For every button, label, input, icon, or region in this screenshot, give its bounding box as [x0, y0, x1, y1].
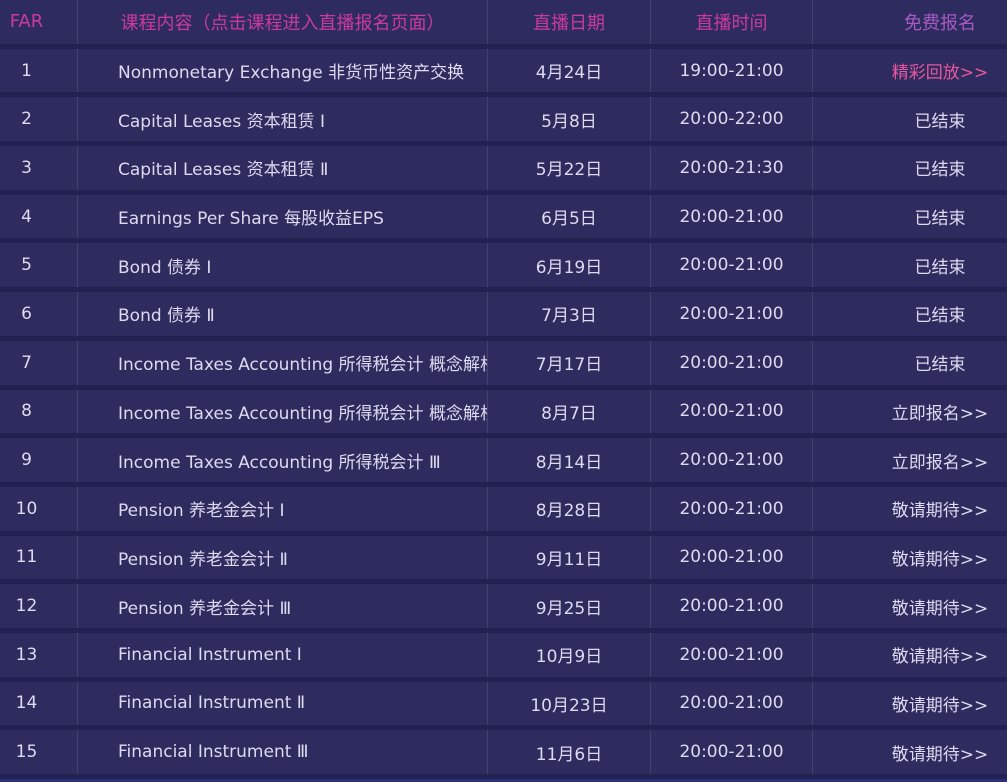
- course-link[interactable]: Financial Instrument Ⅰ: [78, 632, 488, 677]
- live-time: 20:00-21:00: [651, 486, 813, 531]
- row-number: 9: [0, 438, 78, 482]
- course-link[interactable]: Pension 养老金会计 Ⅲ: [78, 584, 488, 628]
- live-time: 20:00-21:30: [651, 146, 813, 190]
- course-link[interactable]: Pension 养老金会计 Ⅰ: [78, 486, 488, 531]
- table-row: 13 Financial Instrument Ⅰ 10月9日 20:00-21:00…: [0, 632, 1007, 682]
- status-upcoming: 敬请期待>>: [891, 695, 989, 716]
- course-link[interactable]: Earnings Per Share 每股收益EPS: [78, 194, 488, 239]
- row-number: 1: [0, 48, 78, 93]
- course-link[interactable]: Pension 养老金会计 Ⅱ: [78, 535, 488, 580]
- column-header-live-time: 直播时间: [651, 0, 813, 44]
- live-time: 20:00-21:00: [651, 243, 813, 288]
- live-date: 6月19日: [488, 243, 651, 288]
- live-date: 8月14日: [488, 438, 651, 482]
- course-link[interactable]: Income Taxes Accounting 所得税会计 Ⅲ: [78, 438, 488, 482]
- live-time: 20:00-21:00: [651, 340, 813, 385]
- course-link[interactable]: Nonmonetary Exchange 非货币性资产交换: [78, 48, 488, 93]
- live-time: 20:00-21:00: [651, 584, 813, 628]
- row-number: 15: [0, 730, 78, 774]
- live-time: 20:00-21:00: [651, 681, 813, 726]
- row-number: 12: [0, 584, 78, 628]
- live-date: 7月17日: [488, 340, 651, 385]
- register-link[interactable]: 立即报名>>: [891, 403, 989, 424]
- course-link[interactable]: Financial Instrument Ⅲ: [78, 730, 488, 774]
- live-date: 8月28日: [488, 486, 651, 531]
- row-number: 7: [0, 340, 78, 385]
- live-time: 20:00-21:00: [651, 292, 813, 336]
- row-number: 14: [0, 681, 78, 726]
- course-link[interactable]: Capital Leases 资本租赁 Ⅱ: [78, 146, 488, 190]
- column-header-live-date: 直播日期: [488, 0, 651, 44]
- live-date: 10月9日: [488, 632, 651, 677]
- column-header-far: FAR: [0, 0, 78, 44]
- status-ended: 已结束: [914, 306, 966, 327]
- course-link[interactable]: Bond 债券 Ⅱ: [78, 292, 488, 336]
- status-ended: 已结束: [914, 209, 966, 230]
- table-row: 8 Income Taxes Accounting 所得税会计 概念解析 Ⅱ 8月7…: [0, 389, 1007, 439]
- table-row: 3 Capital Leases 资本租赁 Ⅱ 5月22日 20:00-21:30 已结…: [0, 146, 1007, 195]
- table-row: 12 Pension 养老金会计 Ⅲ 9月25日 20:00-21:00 敬请期待>>: [0, 584, 1007, 633]
- table-row: 7 Income Taxes Accounting 所得税会计 概念解析 Ⅰ 7月1…: [0, 340, 1007, 390]
- live-date: 6月5日: [488, 194, 651, 239]
- table-row: 11 Pension 养老金会计 Ⅱ 9月11日 20:00-21:00 敬请期待>>: [0, 535, 1007, 585]
- row-number: 4: [0, 194, 78, 239]
- live-time: 20:00-21:00: [651, 194, 813, 239]
- live-time: 20:00-21:00: [651, 438, 813, 482]
- status-ended: 已结束: [914, 257, 966, 278]
- table-row: 10 Pension 养老金会计 Ⅰ 8月28日 20:00-21:00 敬请期待>>: [0, 486, 1007, 536]
- live-date: 5月22日: [488, 146, 651, 190]
- live-time: 19:00-21:00: [651, 48, 813, 93]
- live-date: 9月11日: [488, 535, 651, 580]
- column-header-course: 课程内容（点击课程进入直播报名页面）: [78, 0, 488, 44]
- table-row: 14 Financial Instrument Ⅱ 10月23日 20:00-21:0…: [0, 681, 1007, 731]
- live-date: 11月6日: [488, 730, 651, 774]
- course-link[interactable]: Income Taxes Accounting 所得税会计 概念解析 Ⅱ: [78, 389, 488, 434]
- course-link[interactable]: Capital Leases 资本租赁 Ⅰ: [78, 97, 488, 142]
- status-ended: 已结束: [914, 355, 966, 376]
- status-ended: 已结束: [914, 160, 966, 181]
- course-link[interactable]: Income Taxes Accounting 所得税会计 概念解析 Ⅰ: [78, 340, 488, 385]
- table-row: 2 Capital Leases 资本租赁 Ⅰ 5月8日 20:00-22:00 已结束: [0, 97, 1007, 147]
- table-header-row: FAR 课程内容（点击课程进入直播报名页面） 直播日期 直播时间 免费报名: [0, 0, 1007, 49]
- row-number: 13: [0, 632, 78, 677]
- live-time: 20:00-22:00: [651, 97, 813, 142]
- live-time: 20:00-21:00: [651, 389, 813, 434]
- row-number: 10: [0, 486, 78, 531]
- table-row: 1 Nonmonetary Exchange 非货币性资产交换 4月24日 19:00…: [0, 48, 1007, 98]
- row-number: 6: [0, 292, 78, 336]
- register-link[interactable]: 立即报名>>: [891, 452, 989, 473]
- replay-link[interactable]: 精彩回放>>: [891, 63, 989, 84]
- live-date: 9月25日: [488, 584, 651, 628]
- row-number: 5: [0, 243, 78, 288]
- live-time: 20:00-21:00: [651, 535, 813, 580]
- live-time: 20:00-21:00: [651, 730, 813, 774]
- live-date: 5月8日: [488, 97, 651, 142]
- course-link[interactable]: Bond 债券 Ⅰ: [78, 243, 488, 288]
- column-header-free-signup: 免费报名: [904, 12, 976, 34]
- status-upcoming: 敬请期待>>: [891, 549, 989, 570]
- live-date: 4月24日: [488, 48, 651, 93]
- live-time: 20:00-21:00: [651, 632, 813, 677]
- live-date: 10月23日: [488, 681, 651, 726]
- status-upcoming: 敬请期待>>: [891, 598, 989, 619]
- status-ended: 已结束: [914, 111, 966, 132]
- table-row: 4 Earnings Per Share 每股收益EPS 6月5日 20:00-21:…: [0, 194, 1007, 244]
- row-number: 2: [0, 97, 78, 142]
- table-body: 1 Nonmonetary Exchange 非货币性资产交换 4月24日 19:00…: [0, 48, 1007, 779]
- course-link[interactable]: Financial Instrument Ⅱ: [78, 681, 488, 726]
- table-row: 5 Bond 债券 Ⅰ 6月19日 20:00-21:00 已结束: [0, 243, 1007, 293]
- status-upcoming: 敬请期待>>: [891, 501, 989, 522]
- live-date: 8月7日: [488, 389, 651, 434]
- row-number: 8: [0, 389, 78, 434]
- row-number: 11: [0, 535, 78, 580]
- table-row: 9 Income Taxes Accounting 所得税会计 Ⅲ 8月14日 20:…: [0, 438, 1007, 487]
- bottom-edge-bar: [0, 779, 1007, 782]
- row-number: 3: [0, 146, 78, 190]
- live-date: 7月3日: [488, 292, 651, 336]
- status-upcoming: 敬请期待>>: [891, 744, 989, 765]
- table-row: 6 Bond 债券 Ⅱ 7月3日 20:00-21:00 已结束: [0, 292, 1007, 341]
- status-upcoming: 敬请期待>>: [891, 647, 989, 668]
- table-row: 15 Financial Instrument Ⅲ 11月6日 20:00-21:00…: [0, 730, 1007, 779]
